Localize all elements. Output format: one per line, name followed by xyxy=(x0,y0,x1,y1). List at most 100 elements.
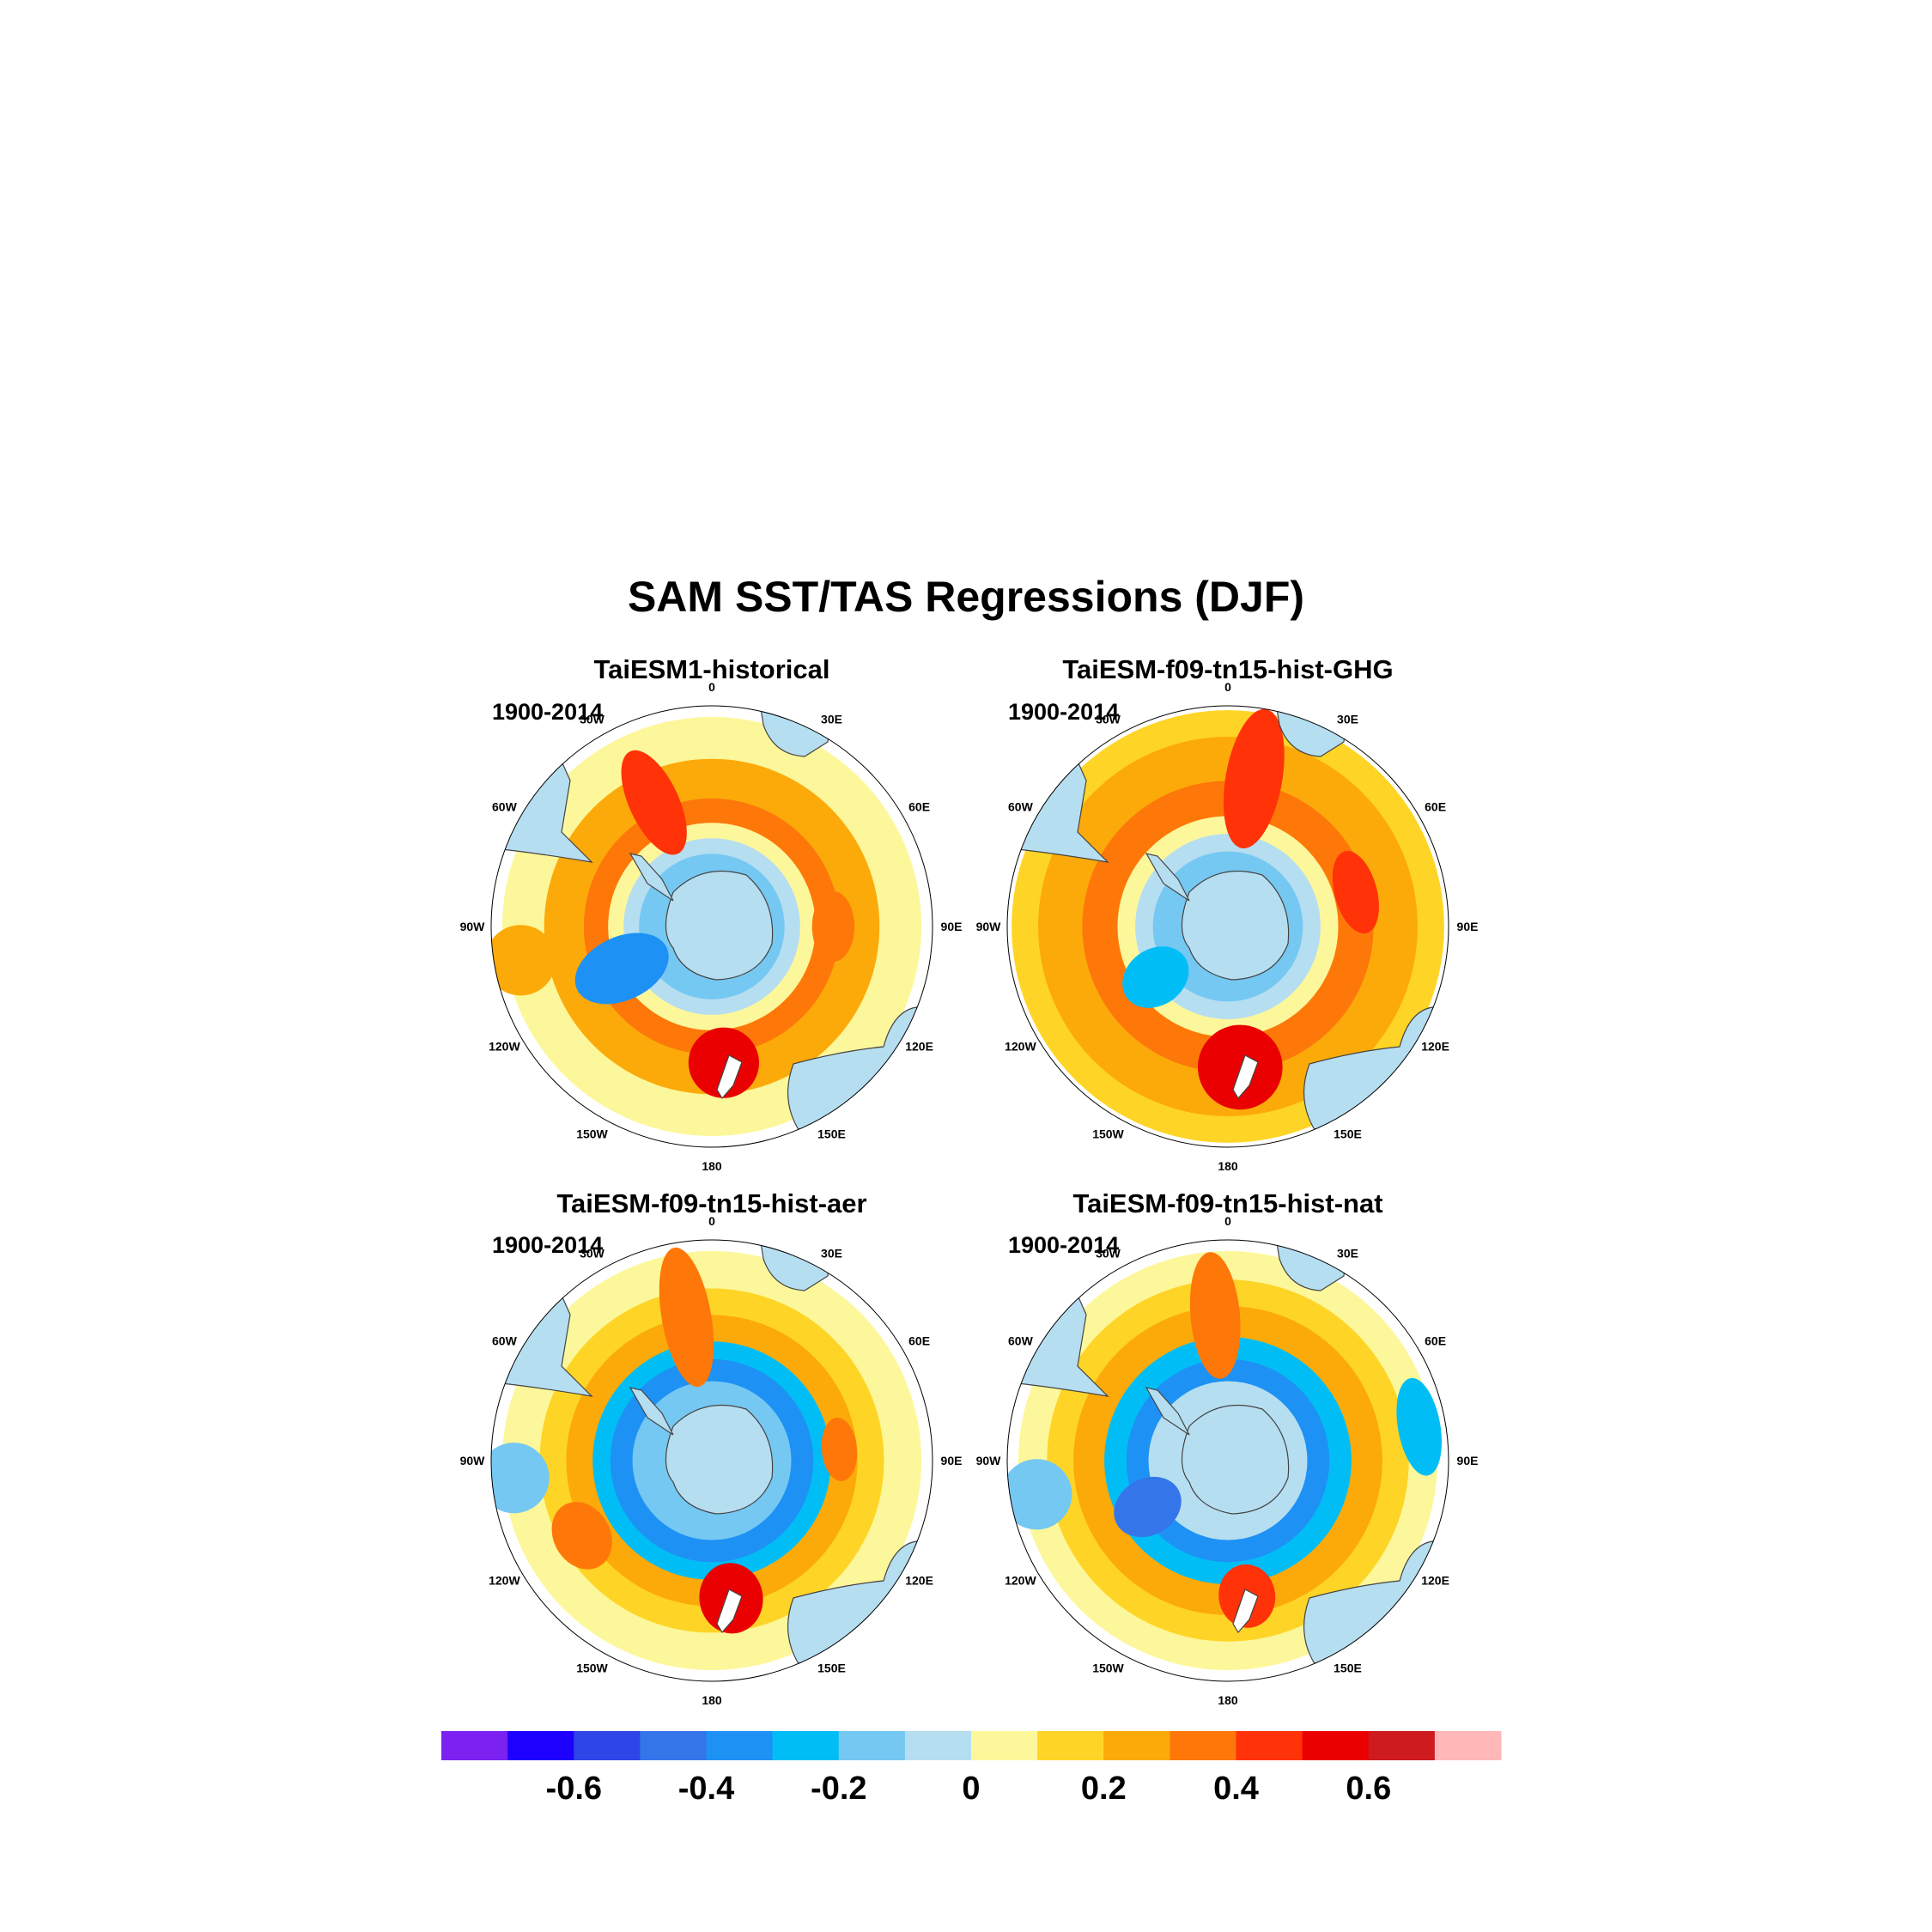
map-border xyxy=(490,705,933,1148)
lon-label: 180 xyxy=(1218,1693,1238,1707)
anomaly-region xyxy=(1332,851,1379,934)
map-panel-ghg: TaiESM-f09-tn15-hist-GHG 1900-2014 0 30E 6… xyxy=(976,654,1479,1173)
anomaly-region xyxy=(688,1027,760,1098)
anomaly-region xyxy=(551,1502,612,1570)
colorbar-swatch xyxy=(1368,1731,1436,1760)
lon-label: 180 xyxy=(702,1693,722,1707)
lon-label: 0 xyxy=(708,680,715,694)
lon-label: 90E xyxy=(941,920,963,933)
lon-label: 150E xyxy=(1334,1127,1362,1141)
lon-label: 150W xyxy=(1092,1662,1124,1675)
lon-label: 120E xyxy=(1421,1040,1449,1054)
colorbar-swatch xyxy=(1037,1731,1104,1760)
colorbar-swatch xyxy=(441,1731,508,1760)
lon-label: 60E xyxy=(908,1334,930,1348)
lon-label: 120E xyxy=(1421,1574,1449,1588)
lon-label: 90W xyxy=(976,1454,1002,1467)
lon-label: 60E xyxy=(908,800,930,814)
period-label: 1900-2014 xyxy=(492,1232,603,1258)
anomaly-region xyxy=(1223,708,1285,849)
lon-label: 30E xyxy=(1337,1246,1358,1260)
colorbar-swatch xyxy=(772,1731,840,1760)
anomaly-region xyxy=(821,1418,858,1481)
anomaly-region xyxy=(491,925,556,996)
lon-label: 90W xyxy=(460,1454,486,1467)
lon-label: 120W xyxy=(1005,1574,1036,1588)
antarctica-land xyxy=(1182,870,1290,981)
new-zealand-land xyxy=(716,1054,743,1100)
lon-label: 30W xyxy=(1096,712,1121,726)
anomaly-region xyxy=(574,933,669,1005)
anomaly-region xyxy=(1396,1377,1443,1476)
panel-title: TaiESM-f09-tn15-hist-nat xyxy=(1072,1188,1382,1218)
lon-label: 30E xyxy=(1337,712,1358,726)
panel-title: TaiESM-f09-tn15-hist-aer xyxy=(556,1188,866,1218)
period-label: 1900-2014 xyxy=(492,699,603,725)
lon-label: 0 xyxy=(1224,680,1231,694)
lon-label: 120E xyxy=(905,1574,933,1588)
anomaly-region xyxy=(1007,1459,1072,1530)
colorbar-swatch xyxy=(640,1731,708,1760)
period-label: 1900-2014 xyxy=(1008,699,1119,725)
anomaly-region xyxy=(811,890,855,963)
lon-label: 150W xyxy=(1092,1127,1124,1141)
map-panel-historical: TaiESM1-historical 1900-2014 0 30E 60E 90E 1… xyxy=(460,654,963,1173)
colorbar: -0.6 -0.4 -0.2 0 0.2 0.4 0.6 xyxy=(441,1731,1502,1807)
peninsula-land xyxy=(629,853,674,902)
lon-label: 90E xyxy=(1457,920,1479,933)
colorbar-tick-label: 0.2 xyxy=(1081,1771,1127,1807)
lon-label: 150W xyxy=(576,1127,608,1141)
colorbar-tick-label: -0.4 xyxy=(678,1771,734,1807)
lon-label: 90W xyxy=(976,920,1002,933)
anomaly-region xyxy=(1189,1252,1241,1379)
anomaly-region xyxy=(1114,1476,1182,1538)
anomaly-region xyxy=(659,1247,714,1388)
colorbar-swatch xyxy=(574,1731,641,1760)
colorbar-tick-label: 0.6 xyxy=(1346,1771,1391,1807)
map-border xyxy=(490,1239,933,1682)
anomaly-region xyxy=(621,750,687,855)
peninsula-land xyxy=(1145,853,1190,902)
lon-label: 30W xyxy=(1096,1246,1121,1260)
antarctica-land xyxy=(665,1404,774,1515)
panel-title: TaiESM1-historical xyxy=(593,654,829,684)
peninsula-land xyxy=(629,1387,674,1436)
map-panel-aer: TaiESM-f09-tn15-hist-aer 1900-2014 0 30E 6… xyxy=(460,1188,963,1707)
lon-label: 150E xyxy=(1334,1662,1362,1675)
anomaly-region xyxy=(1198,1024,1283,1110)
new-zealand-land xyxy=(716,1589,743,1634)
lon-label: 0 xyxy=(708,1214,715,1228)
lon-label: 0 xyxy=(1224,1214,1231,1228)
colorbar-swatch xyxy=(1103,1731,1170,1760)
lon-label: 60W xyxy=(1008,1334,1034,1348)
lon-label: 60E xyxy=(1425,800,1446,814)
lon-label: 30E xyxy=(821,1246,842,1260)
lon-label: 120W xyxy=(489,1040,520,1054)
map-panel-nat: TaiESM-f09-tn15-hist-nat 1900-2014 0 30E 6… xyxy=(976,1188,1479,1707)
lon-label: 30E xyxy=(821,712,842,726)
colorbar-tick-label: 0 xyxy=(962,1771,980,1807)
anomaly-region xyxy=(491,1443,550,1514)
lon-label: 60W xyxy=(492,800,518,814)
period-label: 1900-2014 xyxy=(1008,1232,1119,1258)
lon-label: 120W xyxy=(489,1574,520,1588)
lon-label: 150E xyxy=(817,1127,846,1141)
lon-label: 90E xyxy=(941,1454,963,1467)
new-zealand-land xyxy=(1232,1589,1259,1634)
anomaly-region xyxy=(1122,946,1189,1008)
panel-title: TaiESM-f09-tn15-hist-GHG xyxy=(1062,654,1393,684)
colorbar-tick-label: -0.2 xyxy=(811,1771,866,1807)
colorbar-swatch xyxy=(507,1731,574,1760)
map-border xyxy=(1006,705,1449,1148)
lon-label: 180 xyxy=(1218,1159,1238,1173)
colorbar-swatch xyxy=(1434,1731,1502,1760)
lon-label: 120W xyxy=(1005,1040,1036,1054)
lon-label: 180 xyxy=(702,1159,722,1173)
lon-label: 30W xyxy=(580,1246,605,1260)
colorbar-swatch xyxy=(706,1731,774,1760)
colorbar-swatch xyxy=(1236,1731,1303,1760)
colorbar-swatch xyxy=(1302,1731,1370,1760)
colorbar-swatch xyxy=(904,1731,972,1760)
peninsula-land xyxy=(1145,1387,1190,1436)
